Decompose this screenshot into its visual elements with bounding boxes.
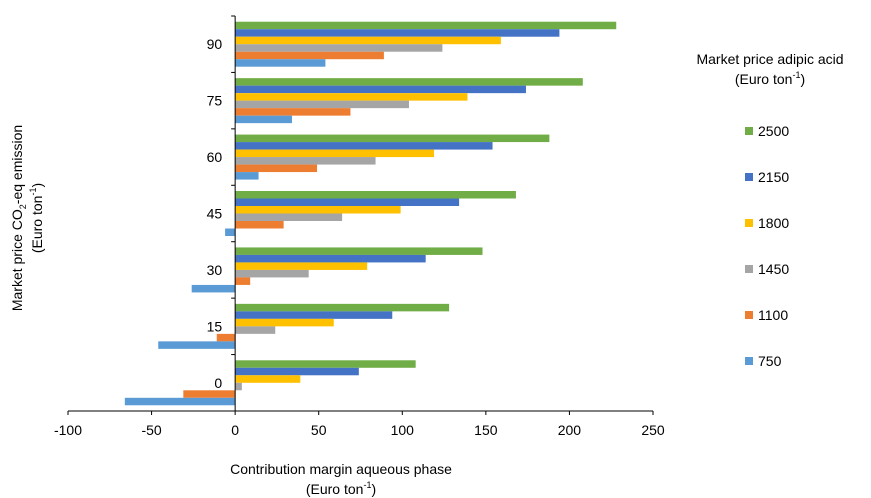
bar-2500-at-90 <box>235 21 617 30</box>
y-tick-label-75: 75 <box>207 93 223 109</box>
y-tick-label-0: 0 <box>214 375 222 391</box>
bar-2500-at-15 <box>235 303 450 312</box>
bar-750-at-45 <box>225 228 236 236</box>
bar-1100-at-75 <box>235 108 351 116</box>
x-tick-labels: -100 -50 0 50 100 150 200 250 <box>54 411 665 438</box>
bar-2500-at-0 <box>235 360 416 368</box>
y-tick-label-15: 15 <box>207 318 223 334</box>
y-tick-labels: 0 15 30 45 60 75 90 <box>207 36 223 391</box>
legend-title-line2: (Euro ton-1) <box>735 70 805 87</box>
legend-label-1100: 1100 <box>758 307 788 323</box>
legend-swatch-2500 <box>745 127 753 135</box>
legend-items: 2500 2150 1800 1450 1100 750 <box>745 123 789 369</box>
bar-750-at-90 <box>235 59 326 67</box>
x-tick-label-100: 100 <box>391 422 415 438</box>
bar-2150-at-0 <box>235 367 359 376</box>
bar-1800-at-0 <box>235 375 301 383</box>
y-tick-label-30: 30 <box>207 262 223 278</box>
x-axis-title-line1: Contribution margin aqueous phase <box>230 461 452 477</box>
bar-750-at-15 <box>158 341 236 349</box>
bar-1800-at-30 <box>235 262 368 270</box>
y-tick-label-90: 90 <box>207 36 223 52</box>
legend-label-1450: 1450 <box>758 261 789 277</box>
y-axis-title-line2: (Euro ton-1) <box>28 183 45 253</box>
legend: Market price adipic acid (Euro ton-1) 25… <box>696 51 843 369</box>
bar-1450-at-15 <box>235 326 276 334</box>
bar-2500-at-60 <box>235 134 550 143</box>
legend-title-line1: Market price adipic acid <box>696 51 843 67</box>
y-tick-label-45: 45 <box>207 206 223 222</box>
bar-1450-at-45 <box>235 213 343 221</box>
y-tick-label-60: 60 <box>207 149 223 165</box>
x-tick-label--50: -50 <box>141 422 161 438</box>
bar-750-at-30 <box>191 284 236 293</box>
bar-1800-at-15 <box>235 318 334 327</box>
bar-2150-at-60 <box>235 142 493 150</box>
bar-1100-at-45 <box>235 221 284 229</box>
bar-2150-at-75 <box>235 85 526 94</box>
bar-1450-at-30 <box>235 269 309 278</box>
bar-750-at-60 <box>235 172 259 180</box>
bar-1800-at-45 <box>235 206 401 214</box>
bar-1450-at-60 <box>235 157 376 165</box>
legend-label-1800: 1800 <box>758 215 789 231</box>
bar-750-at-75 <box>235 115 292 124</box>
bar-2500-at-45 <box>235 191 516 199</box>
bar-1100-at-60 <box>235 164 318 173</box>
x-tick-label-250: 250 <box>641 422 665 438</box>
bar-1100-at-15 <box>216 333 236 342</box>
bar-1450-at-90 <box>235 44 443 52</box>
bars-group <box>124 21 617 406</box>
legend-swatch-1800 <box>745 219 753 227</box>
x-tick-label-150: 150 <box>474 422 498 438</box>
legend-swatch-2150 <box>745 173 753 181</box>
bar-1100-at-90 <box>235 51 384 60</box>
bar-1450-at-75 <box>235 100 409 109</box>
bar-1800-at-90 <box>235 36 501 45</box>
bar-1800-at-60 <box>235 149 435 158</box>
legend-label-2150: 2150 <box>758 169 789 185</box>
x-axis-title-line2: (Euro ton-1) <box>306 480 376 497</box>
x-tick-label--100: -100 <box>54 422 82 438</box>
bar-2150-at-45 <box>235 198 460 206</box>
bar-1450-at-0 <box>235 382 242 391</box>
bar-1100-at-30 <box>235 277 251 285</box>
y-axis-title: Market price CO2-eq emission (Euro ton-1… <box>9 125 45 311</box>
x-tick-label-0: 0 <box>231 422 239 438</box>
bar-1800-at-75 <box>235 93 468 101</box>
legend-label-750: 750 <box>758 353 782 369</box>
bar-2150-at-15 <box>235 311 393 319</box>
x-tick-label-200: 200 <box>558 422 582 438</box>
legend-swatch-1100 <box>745 311 753 319</box>
legend-label-2500: 2500 <box>758 123 789 139</box>
legend-swatch-1450 <box>745 265 753 273</box>
bar-2150-at-30 <box>235 254 426 263</box>
y-axis-title-line1: Market price CO2-eq emission <box>9 125 28 311</box>
bar-2500-at-75 <box>235 78 583 86</box>
bar-750-at-0 <box>124 397 236 406</box>
bar-1100-at-0 <box>183 390 236 398</box>
bar-2150-at-90 <box>235 29 560 37</box>
legend-swatch-750 <box>745 357 753 365</box>
x-tick-label-50: 50 <box>311 422 327 438</box>
axes-group <box>68 16 653 412</box>
bar-2500-at-30 <box>235 247 483 255</box>
